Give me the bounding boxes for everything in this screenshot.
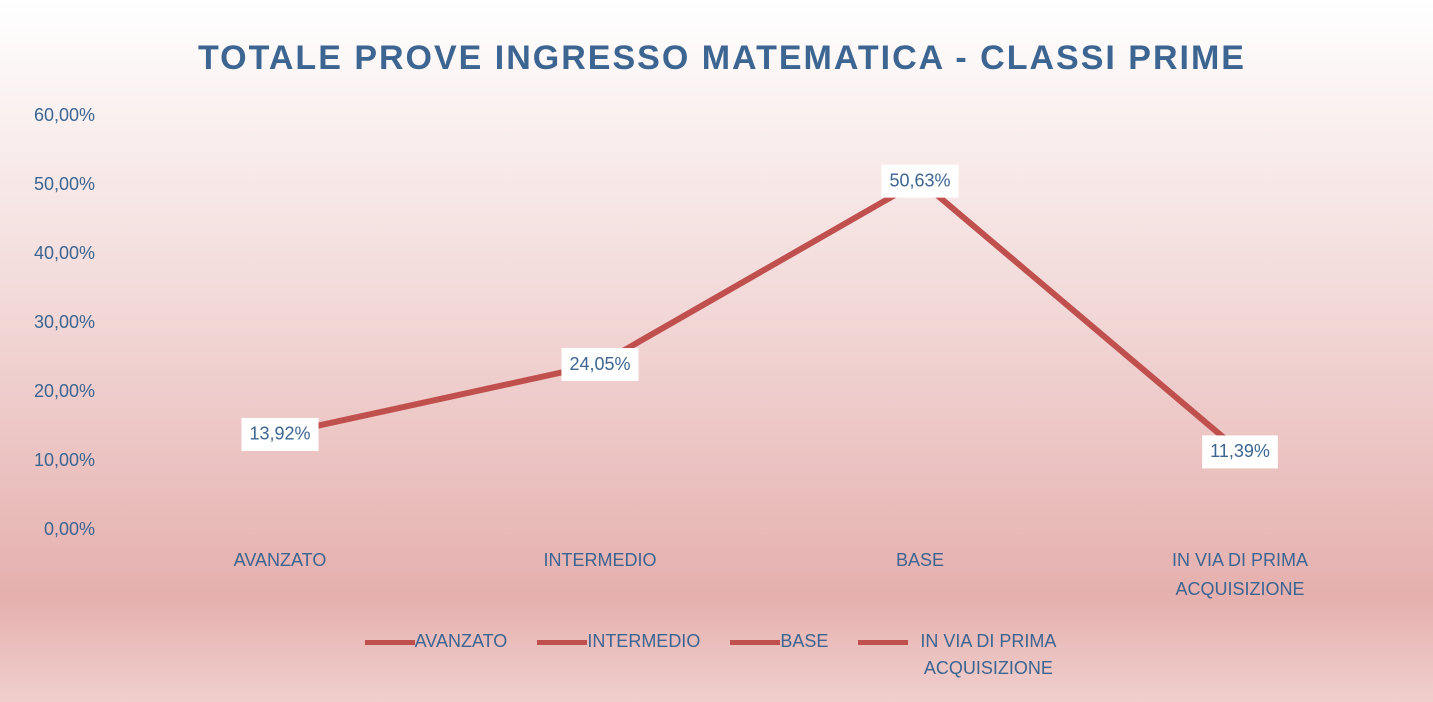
- legend-swatch: [537, 640, 588, 645]
- legend-swatch: [858, 640, 909, 645]
- y-tick-label: 0,00%: [44, 519, 95, 539]
- data-label-box: [881, 164, 959, 198]
- legend-text: BASE: [780, 631, 829, 651]
- data-label-text: 13,92%: [249, 424, 310, 444]
- legend-text: IN VIA DI PRIMA ACQUISIZIONE: [920, 631, 1057, 678]
- legend-swatch: [364, 640, 415, 645]
- data-label-text: 50,63%: [889, 170, 950, 190]
- y-tick-label: 50,00%: [34, 174, 95, 194]
- legend-item: AVANZATO: [364, 628, 508, 682]
- data-label: 11,39%: [1202, 435, 1278, 469]
- data-label-box: [241, 417, 319, 451]
- line: [279, 177, 1242, 454]
- legend-item: IN VIA DI PRIMA ACQUISIZIONE: [858, 628, 1068, 682]
- legend-item: INTERMEDIO: [537, 628, 700, 682]
- x-tick-label: BASE: [895, 550, 945, 570]
- y-tick-label: 20,00%: [34, 381, 95, 401]
- x-tick-label: INTERMEDIO: [543, 550, 657, 570]
- chart-title: TOTALE PROVE INGRESSO MATEMATICA - CLASS…: [198, 39, 1246, 77]
- data-label: 24,05%: [561, 348, 639, 382]
- y-tick-label: 40,00%: [34, 243, 95, 263]
- data-label-box: [561, 348, 639, 382]
- data-label-box: [1202, 435, 1278, 469]
- legend-item: BASE: [730, 628, 828, 682]
- x-tick-label: IN VIA DI PRIMA ACQUISIZIONE: [1171, 550, 1309, 599]
- data-label: 50,63%: [881, 164, 959, 198]
- legend: AVANZATO INTERMEDIO BASE IN VIA DI PRIMA AC…: [0, 628, 1433, 682]
- y-tick-label: 30,00%: [34, 312, 95, 332]
- y-tick-label: 60,00%: [34, 105, 95, 125]
- data-label-text: 24,05%: [569, 354, 630, 374]
- data-label-text: 11,39%: [1210, 441, 1270, 461]
- legend-text: AVANZATO: [414, 631, 508, 651]
- legend-swatch: [730, 640, 781, 645]
- x-tick-label: AVANZATO: [233, 550, 327, 570]
- data-label: 13,92%: [241, 417, 319, 451]
- legend-text: INTERMEDIO: [587, 631, 701, 651]
- y-tick-label: 10,00%: [34, 450, 95, 470]
